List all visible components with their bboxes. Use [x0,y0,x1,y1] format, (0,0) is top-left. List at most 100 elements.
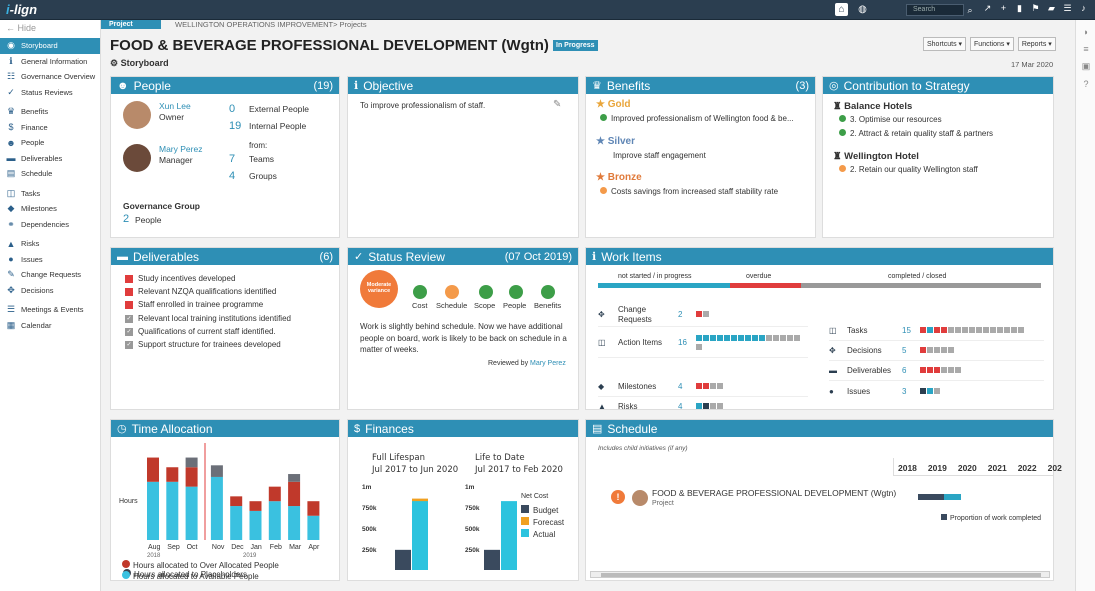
work-item-row[interactable]: ✥ Change Requests 2 [598,303,808,327]
schedule-project-name[interactable]: FOOD & BEVERAGE PROFESSIONAL DEVELOPMENT… [652,488,897,498]
deliverable-item[interactable]: ✓ Qualifications of current staff identif… [125,326,276,336]
functions-button[interactable]: Functions ▾ [970,37,1014,51]
bar-sep-series-0[interactable] [166,481,179,540]
external-count[interactable]: 0 [229,103,236,115]
bell-icon[interactable]: ♪ [1081,3,1086,13]
breadcrumb-tag[interactable]: Project [101,20,161,29]
strategy-group[interactable]: ♜ Wellington Hotel [833,151,919,162]
benefit-item[interactable]: Costs savings from increased staff stabi… [600,187,778,196]
schedule-indicator[interactable] [445,285,459,299]
bar-aug-series-0[interactable] [147,481,159,540]
bar-mar-series-0[interactable] [288,506,301,540]
breadcrumb[interactable]: WELLINGTON OPERATIONS IMPROVEMENT> Proje… [175,20,367,29]
deliverable-item[interactable]: Relevant NZQA qualifications identified [125,285,291,298]
bar-nov-series-0[interactable] [210,476,223,540]
deliverable-item[interactable]: ✓ Relevant local training institutions id… [125,313,291,323]
reviewer-link[interactable]: Mary Perez [530,360,566,367]
deliverable-item[interactable]: Study incentives developed [125,272,291,285]
gantt-bar-remaining[interactable] [944,494,961,500]
benefit-item[interactable]: Improved professionalism of Wellington f… [600,114,794,123]
deliverable-item[interactable]: ✓ Support structure for trainees develope… [125,340,281,350]
shortcuts-button[interactable]: Shortcuts ▾ [923,37,967,51]
bar-jan-series-0[interactable] [249,510,262,540]
home-icon[interactable]: ⌂ [835,3,848,16]
variance-badge[interactable]: Moderate variance [360,270,398,308]
sidebar-item-schedule[interactable]: ▤ Schedule [0,166,100,182]
share-icon[interactable]: ↗ [983,3,992,13]
owner-name[interactable]: Xun Lee [159,101,191,111]
hide-sidebar-button[interactable]: ← Hide [6,23,37,33]
work-item-row[interactable]: ◫ Tasks 15 [829,321,1044,341]
strategy-item[interactable]: 2. Retain our quality Wellington staff [839,165,978,174]
reports-button[interactable]: Reports ▾ [1017,37,1056,51]
schedule-header[interactable]: ▤ Schedule [586,420,1053,437]
help-icon[interactable]: ? [1083,79,1089,89]
flag-icon[interactable]: ⚑ [1031,3,1040,13]
objective-header[interactable]: ℹ Objective [348,77,578,94]
search-icon[interactable]: ⌕ [967,5,973,15]
ltd-actual-bar[interactable] [501,501,517,570]
full-budget-bar[interactable] [395,549,411,570]
bar-apr-series-1[interactable] [307,501,320,516]
bar-mar-series-1[interactable] [288,481,301,507]
bar-oct-series-0[interactable] [185,486,198,540]
sidebar-item-issues[interactable]: ● Issues [0,252,100,268]
messages-icon[interactable]: ☰ [1063,3,1072,13]
app-logo[interactable]: i-lign [6,2,38,17]
strategy-header[interactable]: ◎ Contribution to Strategy [823,77,1053,94]
work-item-row[interactable]: ◫ Action Items 16 [598,328,808,358]
sidebar-item-storyboard[interactable]: ◉ Storyboard [0,38,100,54]
sidebar-item-finance[interactable]: $ Finance [0,120,100,136]
sidebar-item-risks[interactable]: ▲ Risks [0,236,100,252]
sidebar-item-status-reviews[interactable]: ✓ Status Reviews [0,85,100,101]
sidebar-item-people[interactable]: ☻ People [0,135,100,151]
full-actual-bar[interactable] [412,501,428,570]
status-review-header[interactable]: ✓ Status Review (07 Oct 2019) [348,248,578,265]
governance-count[interactable]: 2 [123,213,130,225]
groups-count[interactable]: 4 [229,170,236,182]
sidebar-item-calendar[interactable]: ▦ Calendar [0,318,100,334]
time-allocation-header[interactable]: ◷ Time Allocation [111,420,339,437]
bar-apr-series-0[interactable] [307,515,320,540]
horizontal-scrollbar[interactable] [590,571,1050,578]
finances-header[interactable]: $ Finances [348,420,578,437]
sidebar-item-dependencies[interactable]: ⚭ Dependencies [0,217,100,233]
sidebar-item-benefits[interactable]: ♛ Benefits [0,104,100,120]
strategy-item[interactable]: 3. Optimise our resources [839,115,942,124]
benefit-item[interactable]: Improve staff engagement [613,151,706,160]
internal-count[interactable]: 19 [229,120,242,132]
scope-indicator[interactable] [479,285,493,299]
sidebar-item-meetings-events[interactable]: ☰ Meetings & Events [0,302,100,318]
edit-icon[interactable]: ✎ [553,99,562,110]
people-header[interactable]: ☻ People (19) [111,77,339,94]
cost-indicator[interactable] [413,285,427,299]
bar-jan-series-1[interactable] [249,501,262,511]
strategy-group[interactable]: ♜ Balance Hotels [833,101,913,112]
sidebar-item-deliverables[interactable]: ▬ Deliverables [0,151,100,167]
bar-mar-series-2[interactable] [288,474,301,482]
gantt-bar-completed[interactable] [918,494,944,500]
deliverable-item[interactable]: Staff enrolled in trainee programme [125,298,291,311]
teams-count[interactable]: 7 [229,153,236,165]
bar-oct-series-2[interactable] [185,457,198,468]
sidebar-item-governance-overview[interactable]: ☷ Governance Overview [0,69,100,85]
lock-icon[interactable]: ▣ [1081,61,1091,71]
deliverables-header[interactable]: ▬ Deliverables (6) [111,248,339,265]
work-item-row[interactable]: ▬ Deliverables 6 [829,361,1044,381]
bar-feb-series-0[interactable] [268,501,281,540]
bar-oct-series-1[interactable] [185,467,198,487]
sidebar-item-general-information[interactable]: ℹ General Information [0,54,100,70]
sidebar-item-decisions[interactable]: ✥ Decisions [0,283,100,299]
work-items-header[interactable]: ℹ Work Items [586,248,1053,265]
bar-nov-series-2[interactable] [210,465,223,477]
sidebar-item-change-requests[interactable]: ✎ Change Requests [0,267,100,283]
bar-dec-series-1[interactable] [230,496,243,507]
bar-aug-series-1[interactable] [147,457,159,482]
ltd-budget-bar[interactable] [484,549,500,570]
bookmark-icon[interactable]: ▮ [1017,3,1022,13]
manager-name[interactable]: Mary Perez [159,144,203,154]
bar-feb-series-1[interactable] [268,486,281,502]
comment-icon[interactable]: ◗ [1083,27,1089,37]
globe-icon[interactable]: ◍ [858,4,867,15]
benefits-header[interactable]: ♛ Benefits (3) [586,77,815,94]
